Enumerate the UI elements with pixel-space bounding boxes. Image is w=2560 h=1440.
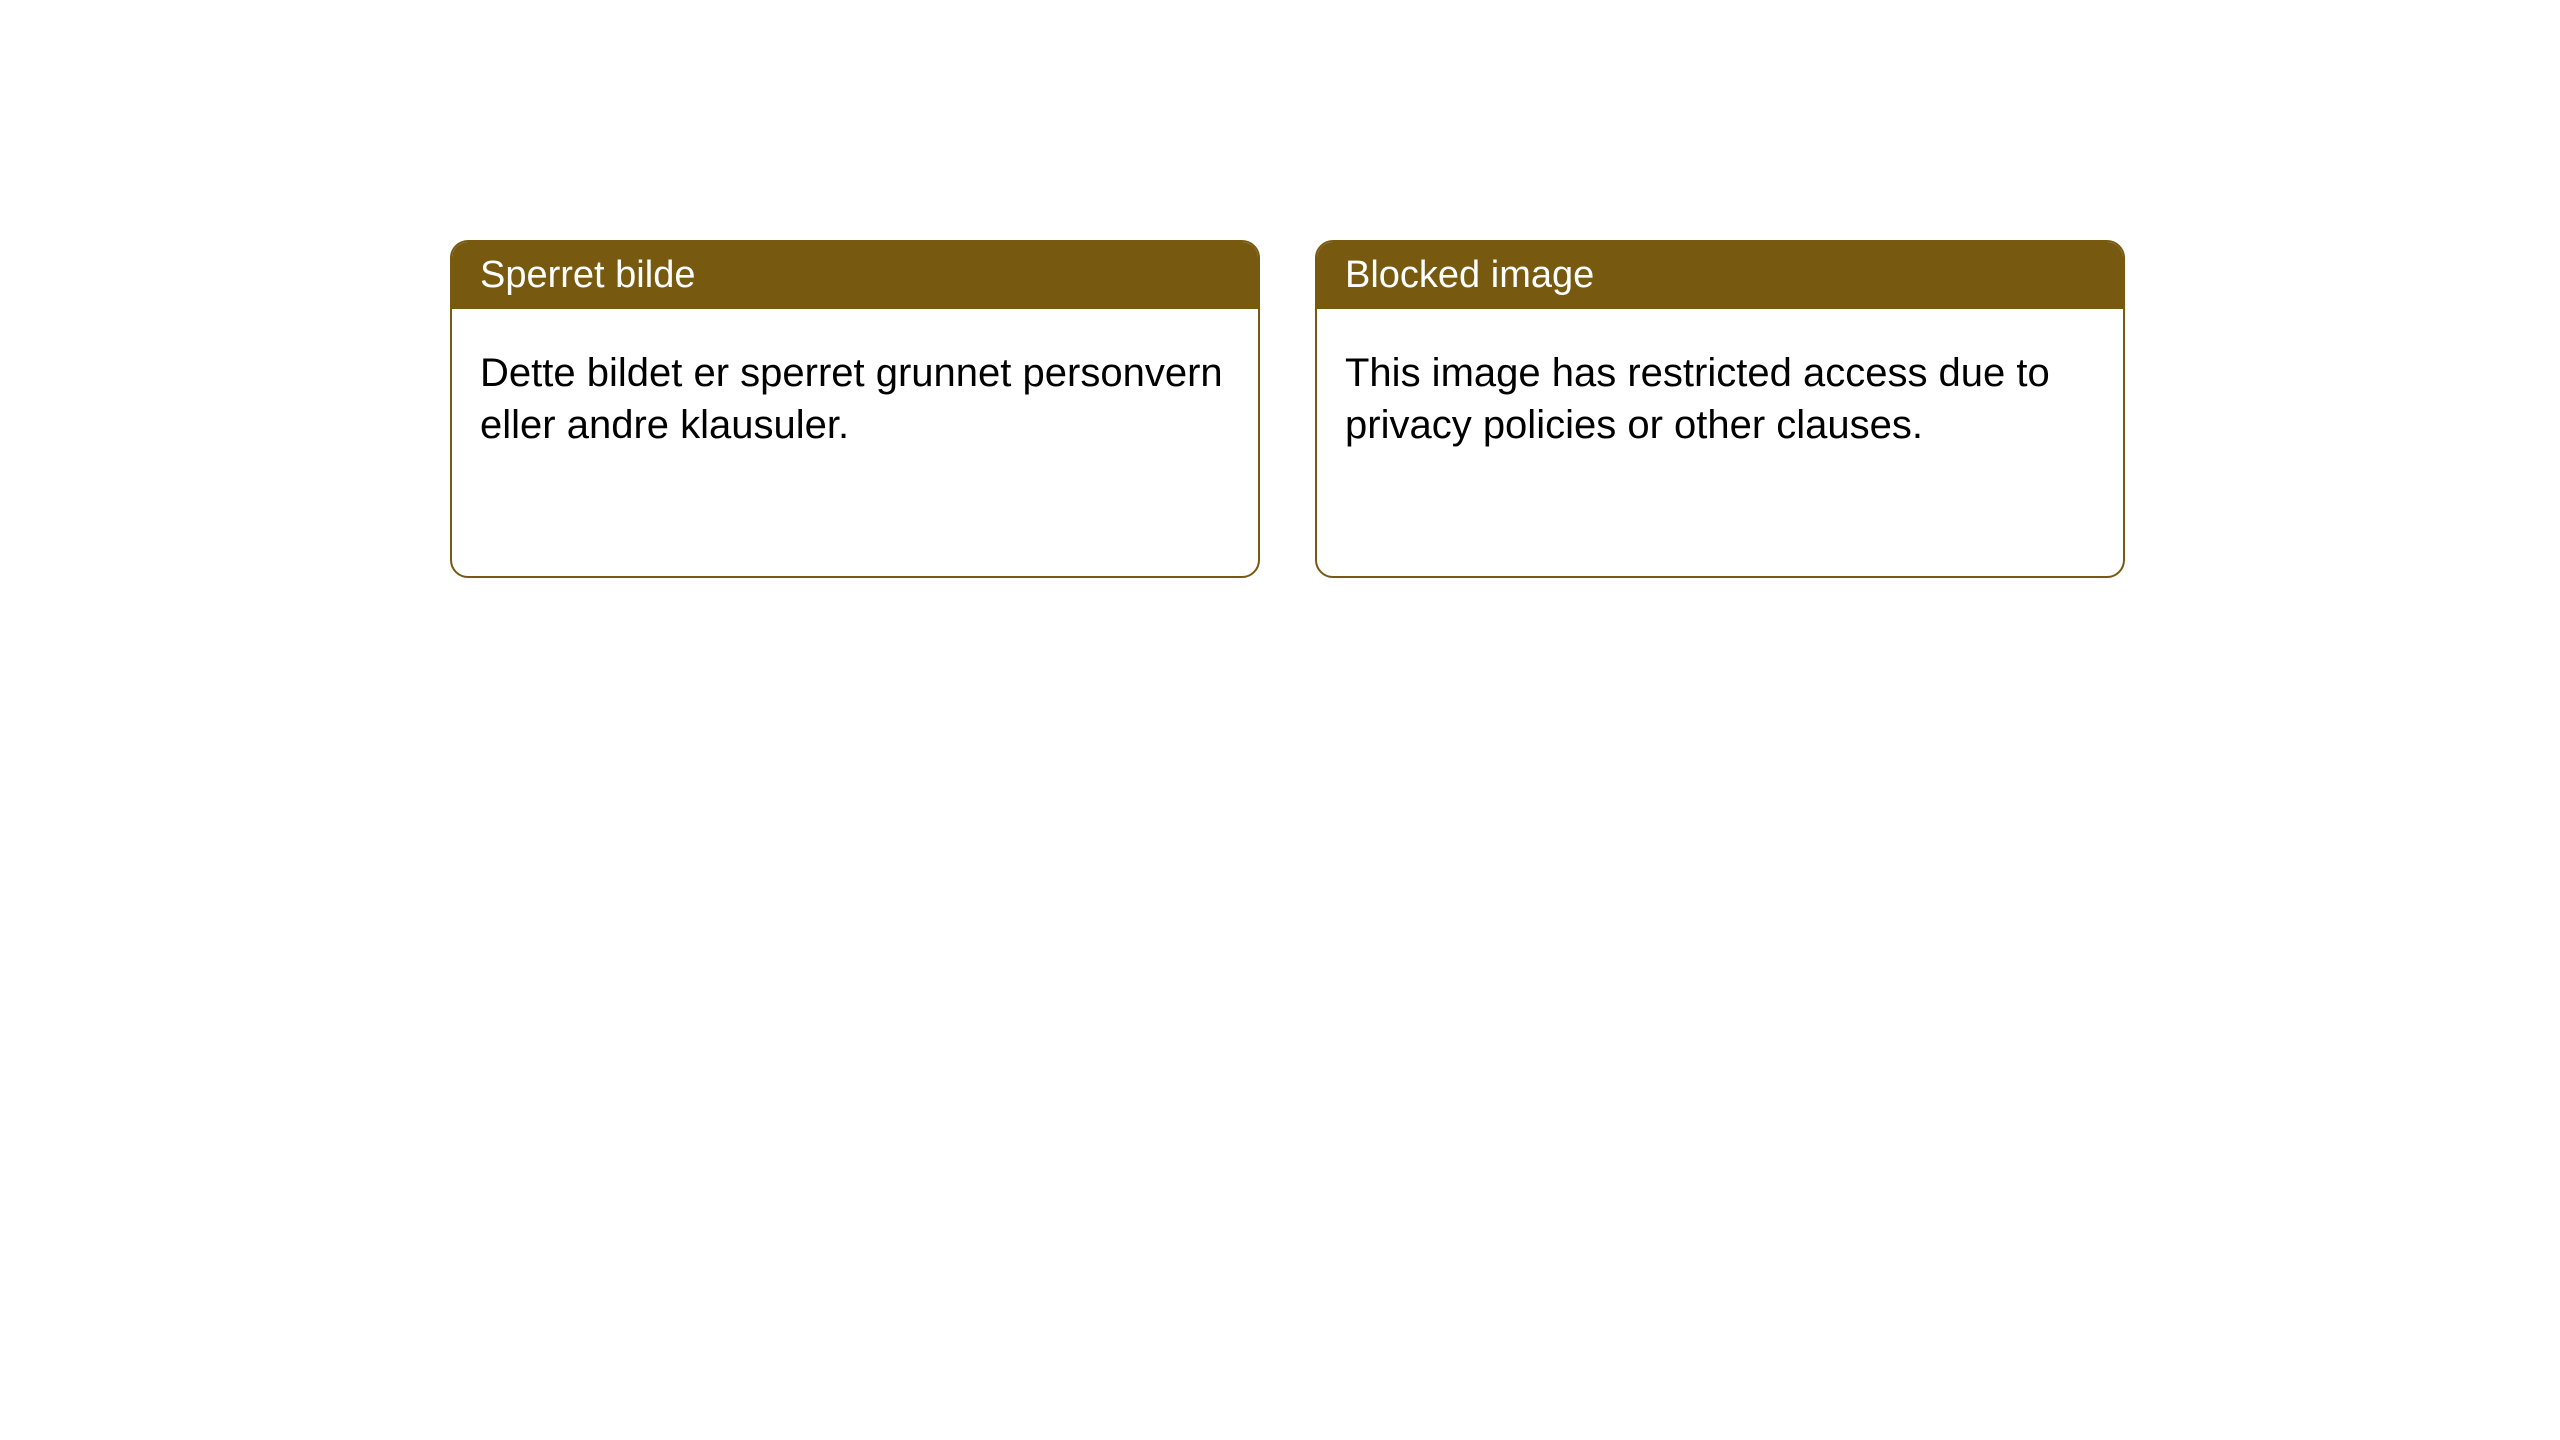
card-title: Blocked image <box>1345 254 1594 296</box>
notice-card-norwegian: Sperret bilde Dette bildet er sperret gr… <box>450 240 1260 578</box>
card-header: Sperret bilde <box>452 242 1258 309</box>
notice-card-english: Blocked image This image has restricted … <box>1315 240 2125 578</box>
card-body: Dette bildet er sperret grunnet personve… <box>452 309 1258 489</box>
card-body-text: Dette bildet er sperret grunnet personve… <box>480 351 1223 447</box>
card-body-text: This image has restricted access due to … <box>1345 351 2050 447</box>
card-body: This image has restricted access due to … <box>1317 309 2123 489</box>
notice-cards-container: Sperret bilde Dette bildet er sperret gr… <box>450 240 2125 578</box>
card-title: Sperret bilde <box>480 254 695 296</box>
card-header: Blocked image <box>1317 242 2123 309</box>
